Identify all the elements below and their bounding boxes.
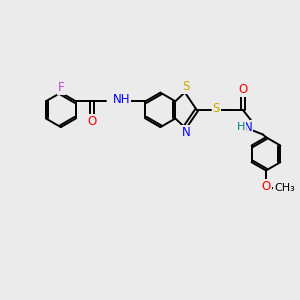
Text: CH₃: CH₃ bbox=[274, 183, 295, 193]
Text: O: O bbox=[88, 115, 97, 128]
Text: N: N bbox=[244, 121, 253, 134]
Text: F: F bbox=[58, 81, 65, 94]
Text: NH: NH bbox=[113, 93, 130, 106]
Text: S: S bbox=[213, 103, 220, 116]
Text: S: S bbox=[182, 80, 189, 94]
Text: O: O bbox=[261, 180, 271, 194]
Text: H: H bbox=[237, 122, 245, 131]
Text: O: O bbox=[238, 83, 248, 96]
Text: N: N bbox=[182, 126, 191, 139]
